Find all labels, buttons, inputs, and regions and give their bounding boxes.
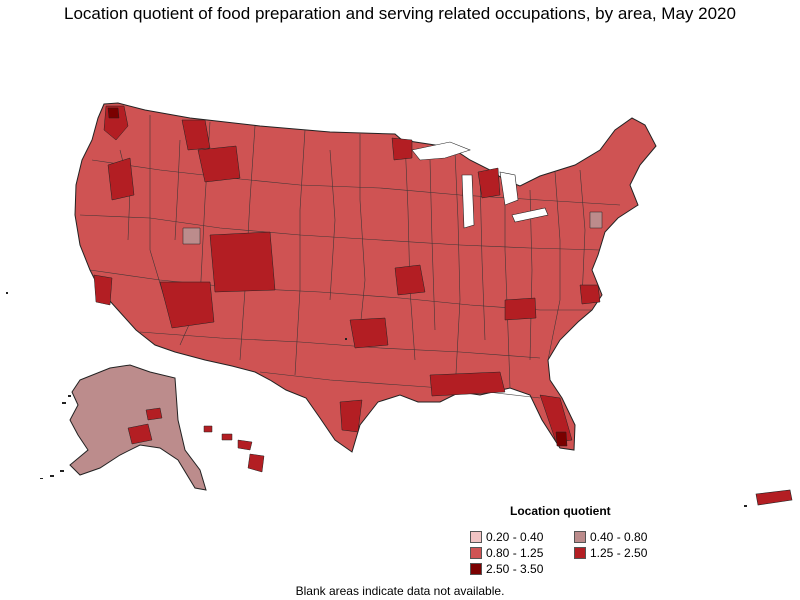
alaska — [6, 292, 347, 491]
puerto-rico — [744, 489, 793, 507]
legend-swatch-2 — [470, 547, 482, 559]
legend-swatch-4 — [470, 563, 482, 575]
great-lakes — [411, 141, 549, 229]
legend-item-4: 2.50 - 3.50 — [470, 562, 543, 576]
legend-label-3: 1.25 - 2.50 — [590, 546, 648, 560]
legend-item-2: 0.80 - 1.25 — [470, 546, 543, 560]
legend-swatch-1 — [574, 531, 586, 543]
area-wyoming-colorado[interactable] — [209, 231, 276, 293]
area-new-mexico[interactable] — [159, 281, 215, 329]
area-western-montana[interactable] — [197, 145, 241, 183]
area-puget-sound[interactable] — [107, 107, 120, 119]
puerto-rico-shape[interactable] — [755, 489, 793, 506]
lake-erie — [511, 207, 549, 223]
legend-swatch-0 — [470, 531, 482, 543]
area-oklahoma[interactable] — [349, 317, 389, 349]
hawaii-island-maui[interactable] — [237, 439, 253, 451]
hawaii-island-big-island[interactable] — [247, 453, 265, 473]
low-lq-areas — [182, 211, 603, 245]
map-title: Location quotient of food preparation an… — [64, 4, 736, 23]
legend-swatch-3 — [574, 547, 586, 559]
area-alaska-fairbanks[interactable] — [145, 407, 163, 421]
area-gulf-coast[interactable] — [429, 371, 506, 397]
area-northern-michigan[interactable] — [477, 167, 501, 199]
legend-item-0: 0.20 - 0.40 — [470, 530, 543, 544]
footnote: Blank areas indicate data not available. — [295, 584, 505, 598]
lake-huron — [499, 171, 519, 206]
area-south-florida[interactable] — [539, 394, 573, 443]
area-north-carolina-coast[interactable] — [579, 284, 601, 305]
legend-item-3: 1.25 - 2.50 — [574, 546, 647, 560]
legend-label-0: 0.20 - 0.40 — [486, 530, 544, 544]
area-northern-idaho[interactable] — [181, 119, 211, 151]
area-missouri-ozarks[interactable] — [394, 264, 426, 296]
area-key-west[interactable] — [555, 431, 568, 447]
legend-title: Location quotient — [510, 504, 611, 518]
area-alaska-kenai[interactable] — [127, 423, 153, 445]
contiguous-us — [74, 102, 657, 453]
area-southern-california[interactable] — [93, 274, 113, 306]
hawaii-island-kauai[interactable] — [203, 425, 213, 433]
lake-superior — [411, 141, 471, 161]
area-upper-michigan[interactable] — [391, 137, 413, 161]
legend-item-1: 0.40 - 0.80 — [574, 530, 647, 544]
lake-michigan — [461, 174, 475, 229]
area-south-texas-coast[interactable] — [339, 399, 363, 433]
area-northern-utah[interactable] — [182, 227, 201, 245]
highest-lq-areas — [107, 107, 568, 447]
hawaii-island-oahu[interactable] — [221, 433, 233, 441]
high-lq-areas — [93, 105, 601, 443]
legend-label-4: 2.50 - 3.50 — [486, 562, 544, 576]
area-new-jersey[interactable] — [589, 211, 603, 229]
area-tennessee[interactable] — [504, 297, 537, 321]
legend-label-2: 0.80 - 1.25 — [486, 546, 544, 560]
hawaii — [203, 425, 265, 473]
area-central-oregon[interactable] — [107, 157, 135, 201]
legend-label-1: 0.40 - 0.80 — [590, 530, 648, 544]
